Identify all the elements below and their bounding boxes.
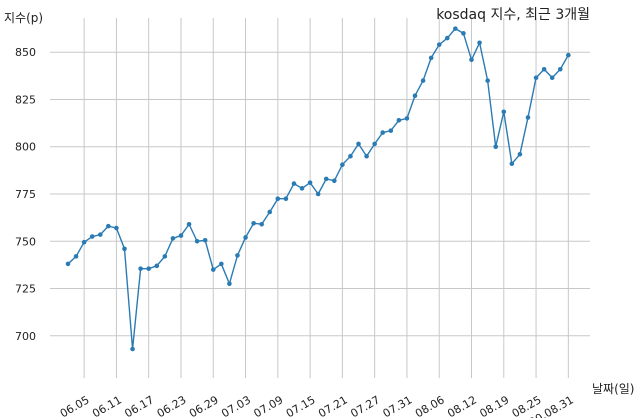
chart-title: kosdaq 지수, 최근 3개월 bbox=[436, 7, 590, 23]
data-point bbox=[436, 42, 442, 47]
data-point bbox=[323, 176, 329, 182]
y-tick-label: 800 bbox=[15, 141, 36, 154]
data-point bbox=[73, 254, 79, 259]
data-point bbox=[485, 78, 490, 83]
x-axis-label: 날짜(일) bbox=[592, 382, 634, 396]
x-tick-label: 06.05 bbox=[58, 393, 92, 418]
data-point bbox=[332, 178, 337, 184]
data-point bbox=[477, 40, 482, 46]
x-tick-label: 06.17 bbox=[122, 393, 156, 418]
data-point bbox=[106, 223, 111, 229]
x-tick-label: 07.15 bbox=[284, 393, 318, 418]
y-tick-label: 700 bbox=[15, 330, 36, 343]
x-tick-label: 08.06 bbox=[413, 393, 447, 418]
data-point bbox=[517, 152, 523, 157]
x-tick-label: 08.19 bbox=[478, 393, 512, 418]
x-tick-label: 08.12 bbox=[445, 393, 479, 418]
data-point bbox=[461, 31, 466, 36]
data-point bbox=[549, 75, 555, 81]
data-point-layer bbox=[65, 26, 571, 352]
data-point bbox=[219, 261, 224, 267]
data-point bbox=[154, 263, 160, 269]
data-point bbox=[453, 26, 458, 31]
x-tick-label: 07.31 bbox=[381, 393, 415, 418]
x-tick-label: 07.21 bbox=[316, 393, 350, 418]
data-point bbox=[340, 162, 345, 168]
data-point bbox=[122, 246, 127, 252]
data-point bbox=[291, 181, 297, 186]
data-point bbox=[275, 196, 281, 202]
data-point bbox=[138, 266, 143, 271]
data-point bbox=[493, 144, 499, 150]
data-point bbox=[210, 267, 216, 272]
data-point bbox=[380, 130, 386, 135]
data-point bbox=[283, 196, 289, 202]
x-tick-labels: 06.0506.1106.1706.2306.2907.0307.0907.15… bbox=[58, 393, 576, 418]
series-line-layer bbox=[67, 27, 569, 350]
data-point bbox=[509, 161, 515, 167]
data-point bbox=[533, 75, 539, 81]
data-point bbox=[396, 117, 402, 123]
y-tick-label: 725 bbox=[15, 283, 36, 296]
data-point bbox=[557, 66, 563, 72]
data-point bbox=[469, 57, 474, 63]
data-point bbox=[162, 254, 168, 259]
data-point bbox=[356, 141, 361, 147]
y-axis-label: 지수(p) bbox=[4, 11, 43, 25]
y-tick-label: 850 bbox=[15, 46, 36, 59]
x-tick-label: 07.09 bbox=[252, 393, 286, 418]
y-tick-label: 750 bbox=[15, 235, 36, 248]
data-point bbox=[194, 238, 200, 244]
data-point bbox=[412, 93, 418, 99]
data-point bbox=[227, 281, 232, 287]
data-point bbox=[146, 266, 151, 271]
data-point bbox=[388, 128, 394, 133]
series-line bbox=[67, 27, 569, 350]
y-tick-labels: 700 725 750 775 800 825 850 bbox=[15, 46, 36, 343]
data-point bbox=[372, 141, 377, 147]
data-point bbox=[251, 220, 256, 226]
data-point bbox=[89, 234, 95, 239]
data-point bbox=[114, 225, 119, 231]
data-point bbox=[267, 209, 273, 215]
data-point bbox=[65, 261, 71, 267]
data-point bbox=[404, 116, 410, 121]
data-point bbox=[364, 153, 369, 159]
data-point bbox=[299, 186, 305, 191]
data-point bbox=[202, 238, 208, 243]
y-tick-label: 825 bbox=[15, 93, 36, 106]
data-point bbox=[315, 191, 321, 197]
data-point bbox=[235, 253, 240, 258]
data-point bbox=[541, 66, 547, 72]
x-tick-label: 07.03 bbox=[219, 393, 253, 418]
x-tick-label: 07.27 bbox=[348, 393, 382, 418]
x-tick-label: 06.29 bbox=[187, 393, 221, 418]
data-point bbox=[420, 78, 426, 83]
x-tick-label: 06.11 bbox=[90, 393, 124, 418]
data-point bbox=[307, 180, 313, 185]
data-point bbox=[186, 221, 192, 227]
data-point bbox=[444, 35, 450, 41]
y-tick-label: 775 bbox=[15, 188, 36, 201]
data-point bbox=[428, 55, 434, 61]
x-tick-label: 06.23 bbox=[155, 393, 189, 418]
data-point bbox=[178, 233, 184, 238]
data-point bbox=[348, 153, 353, 159]
data-point bbox=[501, 109, 507, 115]
data-point bbox=[170, 236, 176, 241]
data-point bbox=[243, 235, 248, 240]
data-point bbox=[81, 239, 87, 245]
data-point bbox=[525, 115, 531, 120]
data-point bbox=[97, 232, 103, 237]
data-point bbox=[130, 346, 135, 352]
data-point bbox=[259, 221, 264, 227]
data-point bbox=[566, 52, 571, 58]
